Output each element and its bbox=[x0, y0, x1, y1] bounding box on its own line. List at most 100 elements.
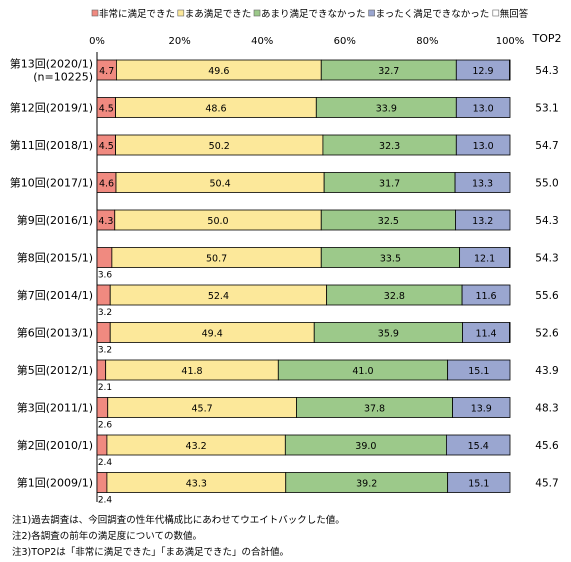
bar-segment-4 bbox=[445, 434, 511, 456]
data-label: 15.1 bbox=[468, 479, 489, 490]
top2-value: 54.3 bbox=[535, 65, 558, 77]
top2-value: 52.6 bbox=[535, 328, 559, 340]
data-label: 12.9 bbox=[472, 66, 493, 77]
footnote-3: 注3)TOP2は「非常に満足できた」「まあ満足できた」の合計値。 bbox=[12, 547, 290, 558]
data-label: 52.4 bbox=[208, 291, 229, 302]
data-label: 2.1 bbox=[98, 383, 112, 393]
category-label: 第2回(2010/1) bbox=[17, 438, 93, 452]
legend-label-4: まったく満足できなかった bbox=[376, 9, 490, 20]
data-label: 39.0 bbox=[355, 441, 376, 452]
legend-swatch-2 bbox=[177, 9, 185, 17]
bar-segment-4 bbox=[447, 359, 511, 381]
data-label: 11.4 bbox=[475, 329, 496, 340]
bar-segment-4 bbox=[455, 97, 511, 118]
bar-segment-5 bbox=[509, 322, 511, 343]
category-label: 第3回(2011/1) bbox=[17, 401, 93, 415]
category-label: 第6回(2013/1) bbox=[17, 326, 93, 340]
data-label: 13.9 bbox=[471, 404, 492, 415]
top2-value: 45.6 bbox=[535, 440, 559, 452]
bar-segment-1 bbox=[96, 472, 108, 493]
data-label: 33.5 bbox=[380, 254, 401, 265]
top2-value: 53.1 bbox=[535, 103, 558, 115]
top2-header: TOP2 bbox=[531, 32, 561, 45]
data-label: 32.8 bbox=[384, 291, 405, 302]
category-label: 第11回(2018/1) bbox=[10, 138, 93, 152]
data-label: 41.8 bbox=[181, 366, 202, 377]
legend-label-5: 無回答 bbox=[500, 8, 529, 20]
category-label: 第1回(2009/1) bbox=[17, 476, 93, 490]
data-label: 41.0 bbox=[352, 366, 373, 377]
data-label: 4.6 bbox=[99, 179, 114, 190]
data-label: 2.6 bbox=[98, 421, 113, 431]
data-label: 4.5 bbox=[99, 104, 114, 115]
data-label: 37.8 bbox=[364, 404, 385, 415]
x-tick-label: 60% bbox=[334, 36, 356, 47]
top2-value: 43.9 bbox=[535, 365, 558, 377]
data-label: 3.6 bbox=[98, 271, 113, 281]
data-label: 15.1 bbox=[468, 366, 489, 377]
data-label: 49.6 bbox=[208, 66, 229, 77]
data-label: 50.2 bbox=[209, 141, 230, 152]
top2-value: 48.3 bbox=[535, 403, 558, 415]
data-label: 4.7 bbox=[99, 66, 114, 77]
top2-value: 55.6 bbox=[535, 290, 559, 302]
data-label: 15.4 bbox=[468, 441, 489, 452]
category-label: 第13回(2020/1) bbox=[10, 57, 93, 71]
x-tick-label: 100% bbox=[496, 36, 525, 47]
data-label: 31.7 bbox=[379, 179, 400, 190]
category-label: (n=10225) bbox=[33, 71, 93, 84]
bar-segment-4 bbox=[455, 209, 511, 231]
top2-value: 54.7 bbox=[535, 140, 558, 152]
data-label: 11.6 bbox=[475, 291, 496, 302]
top2-value: 54.3 bbox=[535, 253, 558, 265]
bar-segment-1 bbox=[96, 284, 111, 306]
data-label: 3.2 bbox=[98, 308, 112, 318]
bar-segment-4 bbox=[455, 134, 511, 156]
data-label: 13.0 bbox=[473, 141, 494, 152]
data-label: 32.5 bbox=[378, 216, 399, 227]
data-label: 12.1 bbox=[474, 254, 495, 265]
x-tick-label: 0% bbox=[89, 36, 105, 47]
legend-label-2: まあ満足できた bbox=[185, 9, 252, 20]
data-label: 43.2 bbox=[186, 441, 207, 452]
data-label: 32.3 bbox=[379, 141, 400, 152]
legend-swatch-1 bbox=[91, 9, 99, 17]
bar-segment-4 bbox=[461, 284, 511, 306]
bar-segment-1 bbox=[96, 247, 113, 268]
footnote-2: 注2)各調査の前年の満足度についての数値。 bbox=[12, 531, 202, 542]
data-label: 4.5 bbox=[99, 141, 114, 152]
category-label: 第7回(2014/1) bbox=[17, 288, 93, 302]
category-label: 第5回(2012/1) bbox=[17, 363, 93, 377]
legend-swatch-5 bbox=[492, 9, 500, 17]
x-tick-label: 20% bbox=[168, 36, 190, 47]
bar-segment-1 bbox=[96, 397, 109, 418]
bar-segment-4 bbox=[454, 172, 511, 193]
legend-label-3: あまり満足できなかった bbox=[261, 9, 366, 20]
top2-value: 54.3 bbox=[535, 215, 558, 227]
data-label: 45.7 bbox=[192, 404, 213, 415]
bar-segment-1 bbox=[96, 322, 111, 343]
data-label: 13.2 bbox=[472, 216, 493, 227]
data-label: 49.4 bbox=[202, 329, 223, 340]
data-label: 50.7 bbox=[206, 254, 227, 265]
data-label: 48.6 bbox=[205, 104, 226, 115]
data-label: 39.2 bbox=[356, 479, 377, 490]
legend-swatch-4 bbox=[368, 9, 375, 17]
data-label: 35.9 bbox=[378, 329, 399, 340]
category-label: 第12回(2019/1) bbox=[10, 101, 93, 115]
data-label: 33.9 bbox=[376, 104, 397, 115]
data-label: 50.0 bbox=[207, 216, 228, 227]
category-label: 第8回(2015/1) bbox=[17, 251, 93, 265]
legend-label-1: 非常に満足できた bbox=[99, 8, 175, 20]
data-label: 2.4 bbox=[98, 496, 113, 506]
data-label: 13.3 bbox=[472, 179, 493, 190]
data-label: 4.3 bbox=[98, 216, 113, 227]
data-label: 50.4 bbox=[209, 179, 230, 190]
legend-swatch-3 bbox=[253, 9, 261, 17]
x-tick-label: 40% bbox=[251, 36, 273, 47]
top2-value: 55.0 bbox=[535, 178, 558, 190]
bar-segment-1 bbox=[96, 359, 107, 381]
data-label: 2.4 bbox=[98, 458, 113, 468]
bar-segment-4 bbox=[452, 397, 511, 418]
